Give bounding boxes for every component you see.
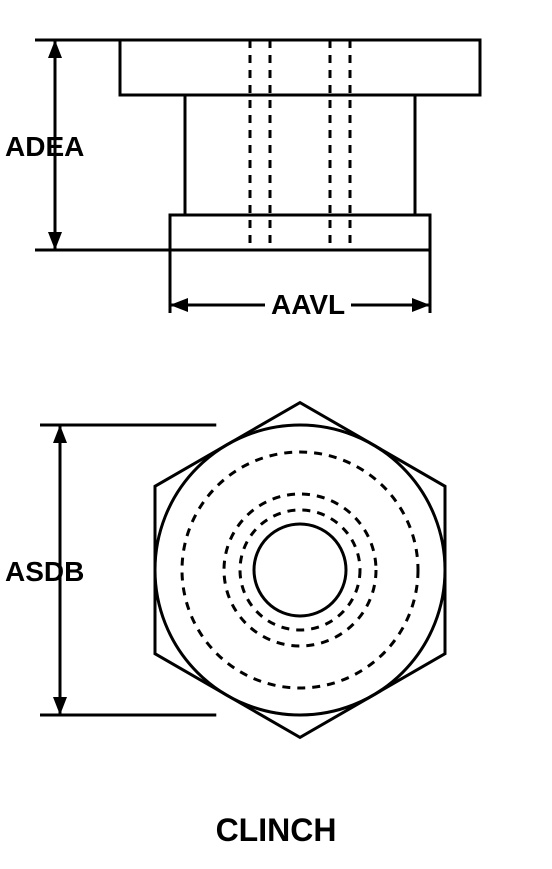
diagram-title: CLINCH — [0, 812, 552, 849]
dim-label-aavl: AAVL — [265, 289, 351, 321]
dim-label-adea: ADEA — [5, 131, 84, 163]
dim-label-asdb: ASDB — [5, 556, 84, 588]
